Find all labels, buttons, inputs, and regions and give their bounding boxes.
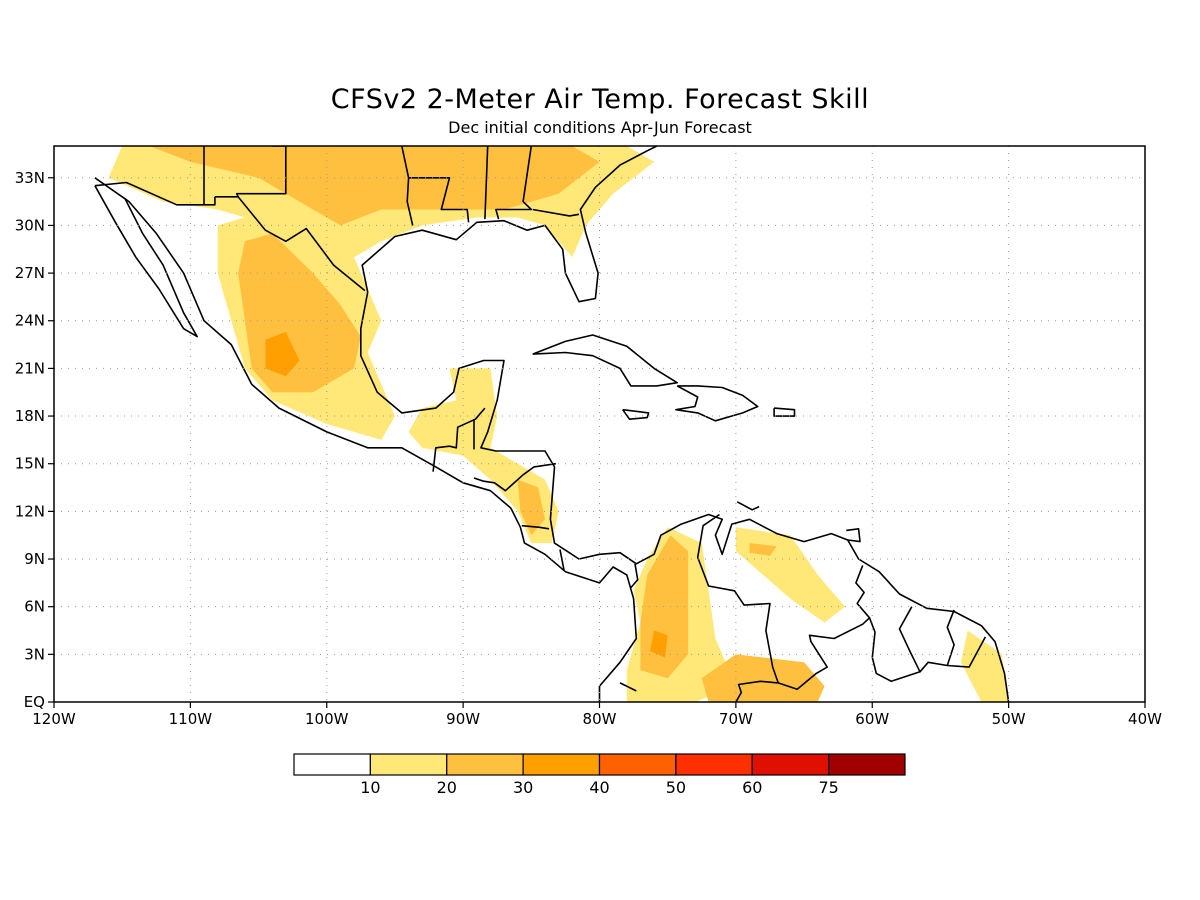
legend-swatch-7	[828, 753, 906, 776]
coastline-segment-13	[401, 146, 414, 226]
coastline-segment-30	[736, 501, 760, 511]
coastline-segment-2	[359, 291, 1010, 702]
lon-tick-label: 70W	[719, 710, 753, 728]
color-legend: 10 20 30 40 50 60 75	[293, 753, 906, 797]
coastline-segment-0	[94, 177, 638, 702]
coastline-segment-28	[947, 636, 987, 668]
legend-swatch-1	[369, 753, 448, 776]
coastlines	[94, 146, 1010, 702]
legend-swatch-2	[446, 753, 524, 776]
lat-tick-label: 6N	[24, 598, 45, 616]
lat-tick-label: 15N	[15, 455, 45, 473]
skill-shading	[108, 146, 1009, 702]
lat-tick-label: 18N	[15, 407, 45, 425]
legend-label: 60	[742, 778, 762, 797]
lon-tick-label: 110W	[169, 710, 213, 728]
lat-tick-label: EQ	[24, 693, 45, 711]
coastline-segment-20	[473, 462, 557, 492]
legend-swatch-3	[522, 753, 601, 776]
skill-region-14	[960, 630, 1009, 702]
skill-region-12	[749, 543, 777, 556]
coastline-segment-10	[94, 181, 216, 206]
lon-tick-label: 100W	[305, 710, 349, 728]
coastline-segment-6	[622, 408, 650, 421]
lon-tick-label: 80W	[583, 710, 617, 728]
coastline-segment-17	[532, 208, 580, 217]
coastline-segment-26	[868, 606, 921, 683]
lat-tick-label: 27N	[15, 264, 45, 282]
coastline-segment-7	[773, 407, 796, 417]
coastline-segment-18	[432, 407, 486, 472]
lat-tick-label: 12N	[15, 502, 45, 520]
coastline-segment-16	[495, 146, 533, 220]
coastline-segment-4	[532, 334, 679, 387]
skill-region-5	[265, 331, 300, 377]
lat-tick-label: 21N	[15, 359, 45, 377]
coastline-segment-21	[521, 524, 550, 530]
lon-tick-label: 50W	[992, 710, 1026, 728]
skill-region-7	[517, 479, 545, 536]
chart-subtitle: Dec initial conditions Apr-Jun Forecast	[448, 118, 752, 137]
skill-region-13	[701, 654, 825, 702]
chart-title: CFSv2 2-Meter Air Temp. Forecast Skill	[330, 84, 870, 115]
coastline-segment-31	[846, 527, 861, 543]
legend-label: 75	[818, 778, 838, 797]
coastline-segment-25	[777, 565, 871, 691]
legend-label: 40	[589, 778, 609, 797]
legend-swatch-5	[675, 753, 753, 776]
lon-tick-label: 40W	[1128, 710, 1162, 728]
coastline-segment-29	[619, 682, 637, 692]
legend-swatch-4	[598, 753, 677, 776]
axis-ticks: 120W 110W 100W 90W 80W 70W 60W 50W 40W EQ 3N 6N 9N 12…	[15, 169, 1162, 728]
coastline-segment-12	[235, 146, 287, 198]
coastline-segment-1	[94, 185, 198, 338]
legend-label: 10	[360, 778, 380, 797]
lat-tick-label: 30N	[15, 216, 45, 234]
skill-region-10	[650, 630, 668, 658]
lat-lon-grid	[54, 146, 1145, 702]
legend-label: 30	[513, 778, 533, 797]
coastline-segment-14	[408, 177, 470, 223]
legend-swatch-0	[293, 753, 371, 776]
skill-region-11	[735, 527, 845, 623]
plot-frame	[53, 145, 1146, 703]
legend-label: 20	[437, 778, 457, 797]
coastline-segment-22	[559, 549, 565, 571]
lat-tick-label: 9N	[24, 550, 45, 568]
coastline-segment-23	[630, 563, 639, 589]
legend-label: 50	[666, 778, 686, 797]
lon-tick-label: 120W	[32, 710, 76, 728]
lat-tick-label: 3N	[24, 645, 45, 663]
lat-tick-label: 33N	[15, 169, 45, 187]
lat-tick-label: 24N	[15, 312, 45, 330]
coastline-segment-3	[361, 146, 658, 303]
coastline-segment-24	[696, 513, 780, 702]
lon-tick-label: 60W	[855, 710, 889, 728]
coastline-segment-5	[675, 385, 759, 422]
coastline-segment-27	[919, 609, 955, 673]
coastline-segment-15	[484, 146, 489, 220]
legend-swatch-6	[751, 753, 830, 776]
lon-tick-label: 90W	[446, 710, 480, 728]
